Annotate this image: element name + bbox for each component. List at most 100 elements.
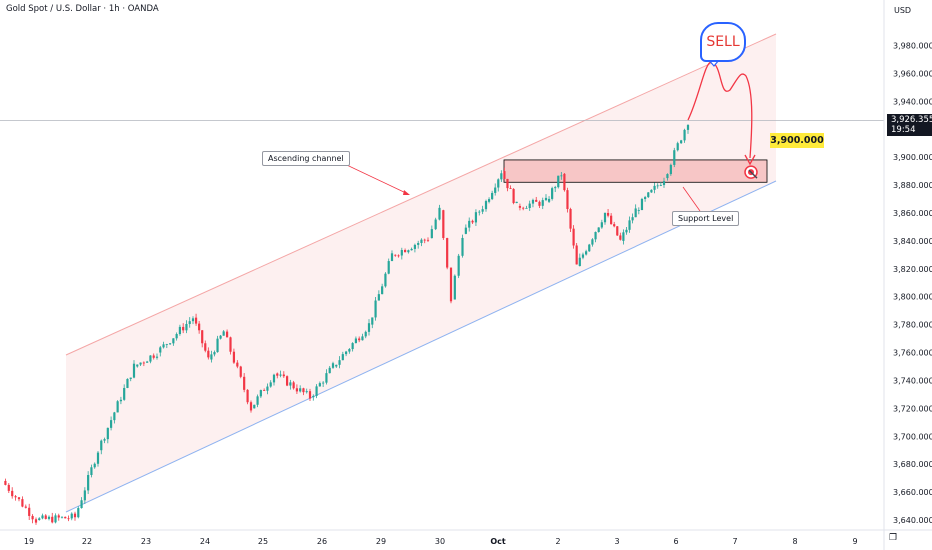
candle-body[interactable] [263, 390, 266, 391]
candle-body[interactable] [442, 210, 445, 239]
candle-body[interactable] [420, 239, 423, 243]
candle-body[interactable] [494, 187, 497, 193]
candle-body[interactable] [191, 318, 195, 322]
candle-body[interactable] [622, 232, 625, 241]
candle-body[interactable] [308, 391, 312, 399]
candle-body[interactable] [403, 249, 407, 253]
candle-body[interactable] [557, 175, 560, 188]
candle-body[interactable] [70, 513, 73, 519]
candle-body[interactable] [547, 198, 551, 202]
candle-body[interactable] [500, 173, 503, 180]
candle-body[interactable] [659, 185, 662, 186]
candle-body[interactable] [93, 463, 96, 468]
candle-body[interactable] [282, 374, 285, 377]
tradingview-logo-icon[interactable]: ❐ [889, 533, 898, 543]
candle-body[interactable] [266, 386, 269, 391]
candle-body[interactable] [185, 323, 188, 331]
candle-body[interactable] [531, 199, 535, 204]
candle-body[interactable] [381, 286, 384, 295]
candle-body[interactable] [397, 255, 400, 257]
candle-body[interactable] [478, 211, 481, 213]
candle-body[interactable] [619, 235, 622, 240]
candle-body[interactable] [279, 374, 282, 376]
candle-body[interactable] [597, 227, 600, 232]
candle-body[interactable] [669, 164, 672, 175]
candle-body[interactable] [497, 179, 500, 188]
candle-body[interactable] [28, 507, 31, 516]
candle-body[interactable] [468, 220, 471, 228]
candle-body[interactable] [528, 203, 531, 209]
candle-body[interactable] [535, 199, 538, 202]
candle-body[interactable] [344, 351, 348, 355]
candle-body[interactable] [73, 513, 77, 518]
candle-body[interactable] [219, 335, 222, 339]
candle-body[interactable] [4, 480, 7, 485]
candle-body[interactable] [653, 185, 656, 190]
candle-body[interactable] [400, 249, 403, 256]
candle-body[interactable] [551, 188, 554, 199]
candle-body[interactable] [453, 275, 456, 300]
candle-body[interactable] [132, 363, 136, 378]
candle-body[interactable] [123, 387, 126, 400]
candle-body[interactable] [581, 254, 585, 258]
candle-body[interactable] [390, 253, 394, 262]
candle-body[interactable] [407, 250, 410, 253]
currency-label[interactable]: USD [894, 6, 912, 15]
candle-body[interactable] [457, 255, 460, 276]
candle-body[interactable] [338, 360, 341, 365]
candle-body[interactable] [276, 373, 279, 376]
candle-body[interactable] [348, 349, 351, 352]
candle-body[interactable] [182, 326, 185, 331]
candle-body[interactable] [569, 209, 572, 229]
candle-body[interactable] [449, 267, 453, 302]
candle-body[interactable] [503, 171, 506, 179]
candle-body[interactable] [253, 404, 256, 409]
candle-body[interactable] [299, 388, 302, 392]
candle-body[interactable] [578, 257, 581, 267]
channel-upper-line[interactable] [65, 33, 777, 356]
candle-body[interactable] [354, 338, 358, 344]
candle-body[interactable] [600, 222, 603, 228]
candle-body[interactable] [54, 515, 57, 523]
candle-body[interactable] [588, 244, 591, 252]
candle-body[interactable] [613, 224, 616, 227]
candle-body[interactable] [680, 140, 683, 144]
candle-body[interactable] [603, 212, 607, 223]
candle-body[interactable] [188, 321, 191, 324]
candle-body[interactable] [305, 391, 308, 393]
candle-body[interactable] [216, 338, 219, 353]
candle-body[interactable] [136, 364, 139, 367]
candle-body[interactable] [80, 500, 83, 509]
candle-body[interactable] [464, 227, 467, 234]
candle-body[interactable] [67, 518, 70, 520]
candle-body[interactable] [631, 217, 634, 221]
candle-body[interactable] [647, 192, 650, 198]
candle-body[interactable] [322, 382, 325, 384]
candle-body[interactable] [139, 362, 142, 365]
candle-body[interactable] [165, 344, 168, 345]
candle-body[interactable] [44, 515, 47, 519]
candle-body[interactable] [426, 239, 430, 241]
candle-body[interactable] [367, 323, 371, 332]
candle-body[interactable] [204, 343, 207, 351]
candle-body[interactable] [100, 440, 103, 451]
candle-body[interactable] [119, 399, 123, 402]
candle-body[interactable] [676, 143, 679, 151]
candle-body[interactable] [259, 390, 262, 397]
candle-body[interactable] [83, 490, 86, 501]
candle-body[interactable] [14, 496, 17, 498]
candle-body[interactable] [315, 386, 318, 396]
candle-body[interactable] [491, 192, 494, 200]
candle-body[interactable] [129, 377, 132, 379]
candle-body[interactable] [377, 294, 380, 301]
candle-body[interactable] [518, 205, 522, 208]
candle-body[interactable] [434, 219, 437, 230]
candle-body[interactable] [566, 190, 569, 210]
support-zone[interactable] [503, 159, 768, 183]
candle-body[interactable] [328, 367, 331, 374]
candle-body[interactable] [515, 201, 518, 204]
candle-body[interactable] [34, 519, 38, 523]
candle-body[interactable] [159, 347, 162, 353]
candle-body[interactable] [222, 331, 225, 336]
